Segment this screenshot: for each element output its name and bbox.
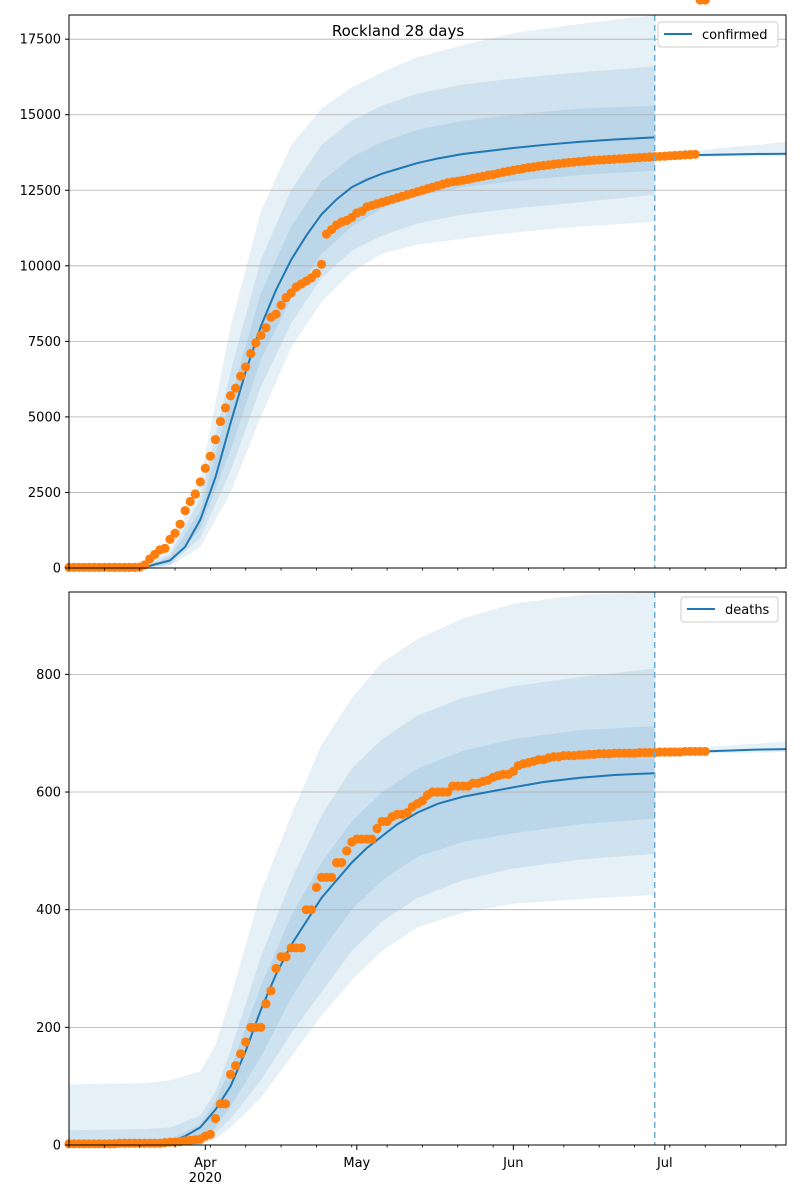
deaths-legend: deaths	[680, 596, 779, 623]
deaths-observed-point	[256, 1022, 266, 1032]
confirmed-observed-points	[64, 0, 710, 572]
confirmed-observed-point	[236, 371, 246, 381]
confirmed-y-tick-label: 12500	[20, 184, 61, 199]
deaths-y-tick-label: 400	[36, 903, 61, 918]
confirmed-observed-point	[276, 300, 286, 310]
confirmed-observed-point	[195, 477, 205, 487]
deaths-observed-points	[64, 746, 710, 1149]
deaths-legend-label: deaths	[725, 603, 770, 618]
confirmed-legend: confirmed	[657, 21, 779, 48]
deaths-x-tick-label: Apr	[194, 1156, 217, 1171]
deaths-y-tick-label: 0	[53, 1139, 61, 1154]
confirmed-observed-point	[690, 149, 700, 159]
confirmed-observed-point	[210, 434, 221, 445]
confirmed-observed-point	[286, 288, 296, 298]
deaths-x-tick-label: May	[343, 1156, 370, 1171]
deaths-observed-point	[220, 1099, 231, 1109]
deaths-observed-point	[205, 1129, 215, 1140]
confirmed-observed-point	[316, 259, 327, 269]
confirmed-observed-point	[200, 463, 210, 473]
confirmed-gridlines	[69, 38, 786, 569]
deaths-observed-point	[231, 1060, 241, 1071]
confirmed-observed-point	[256, 330, 266, 340]
deaths-y-tick-label: 600	[36, 786, 61, 801]
confirmed-y-tick-label: 5000	[28, 410, 61, 425]
deaths-legend-box	[680, 596, 779, 623]
confirmed-observed-point	[190, 489, 200, 499]
deaths-observed-point	[342, 846, 352, 856]
deaths-y-tick-label: 200	[36, 1021, 61, 1036]
deaths-x-axis: Apr May Jun Jul 2020	[68, 1145, 777, 1186]
confirmed-y-tick-label: 10000	[20, 259, 61, 274]
deaths-x-tick-label: Jun	[502, 1156, 523, 1171]
confirmed-observed-point	[231, 383, 241, 393]
confirmed-observed-point	[205, 451, 215, 461]
chart-title: Rockland 28 days	[332, 22, 464, 40]
confirmed-band-1	[69, 15, 655, 568]
deaths-y-tick-label: 800	[36, 668, 61, 683]
confirmed-observed-point	[261, 323, 271, 333]
confirmed-y-tick-label: 17500	[20, 33, 61, 48]
deaths-plot-frame	[68, 591, 787, 1146]
confirmed-y-tick-label: 2500	[28, 486, 61, 501]
deaths-x-year-label: 2020	[189, 1171, 222, 1186]
confirmed-observed-point	[241, 362, 251, 372]
deaths-observed-point	[271, 963, 281, 974]
confirmed-observed-point	[185, 496, 195, 507]
confirmed-y-tick-label: 7500	[28, 335, 61, 350]
confirmed-legend-box	[657, 21, 779, 48]
confirmed-observed-point	[311, 268, 322, 278]
deaths-observed-point	[210, 1113, 221, 1124]
confirmed-y-tick-label: 15000	[20, 108, 61, 123]
deaths-observed-point	[266, 986, 276, 996]
confirmed-observed-point	[271, 309, 281, 319]
confirmed-observed-point	[140, 560, 150, 570]
deaths-band-3	[69, 726, 655, 1145]
deaths-band-1	[69, 592, 655, 1145]
deaths-observed-point	[367, 834, 377, 844]
confirmed-plot-frame	[68, 14, 787, 569]
confirmed-x-axis	[68, 568, 777, 571]
deaths-observed-point	[700, 746, 710, 757]
confirmed-observed-point	[246, 348, 256, 359]
confirmed-observed-point	[215, 416, 226, 427]
deaths-panel: 0 200 400 600 800 Apr May Jun Jul 2020 deaths	[36, 591, 787, 1186]
confirmed-observed-point	[700, 0, 710, 5]
confirmed-model-line	[69, 136, 655, 569]
deaths-observed-point	[261, 999, 271, 1009]
confirmed-panel: 0 2500 5000 7500 10000 12500 15000 17500 Rockla…	[20, 0, 787, 577]
confirmed-observed-point	[220, 403, 231, 413]
confirmed-observed-point	[225, 391, 236, 401]
deaths-model-line	[69, 772, 655, 1146]
confirmed-observed-point	[165, 534, 175, 544]
confirmed-observed-point	[160, 543, 170, 553]
deaths-observed-point	[372, 823, 382, 834]
deaths-observed-point	[281, 952, 291, 962]
deaths-observed-point	[296, 943, 306, 953]
confirmed-legend-label: confirmed	[702, 28, 768, 43]
deaths-observed-point	[326, 872, 337, 882]
deaths-x-tick-label: Jul	[656, 1156, 673, 1171]
confirmed-observed-point	[170, 528, 180, 538]
confirmed-observed-point	[180, 505, 190, 516]
deaths-observed-point	[311, 882, 322, 892]
deaths-y-axis: 0 200 400 600 800	[36, 668, 69, 1154]
confirmed-y-tick-label: 0	[53, 562, 61, 577]
confirmed-observed-point	[175, 519, 185, 529]
confirmed-band-3	[69, 105, 655, 569]
confirmed-observed-point	[251, 338, 261, 348]
confirmed-y-axis: 0 2500 5000 7500 10000 12500 15000 17500	[20, 33, 69, 577]
deaths-observed-point	[225, 1069, 236, 1080]
deaths-observed-point	[241, 1037, 251, 1047]
deaths-observed-point	[337, 858, 347, 868]
deaths-observed-point	[306, 905, 316, 915]
deaths-observed-point	[236, 1049, 246, 1059]
